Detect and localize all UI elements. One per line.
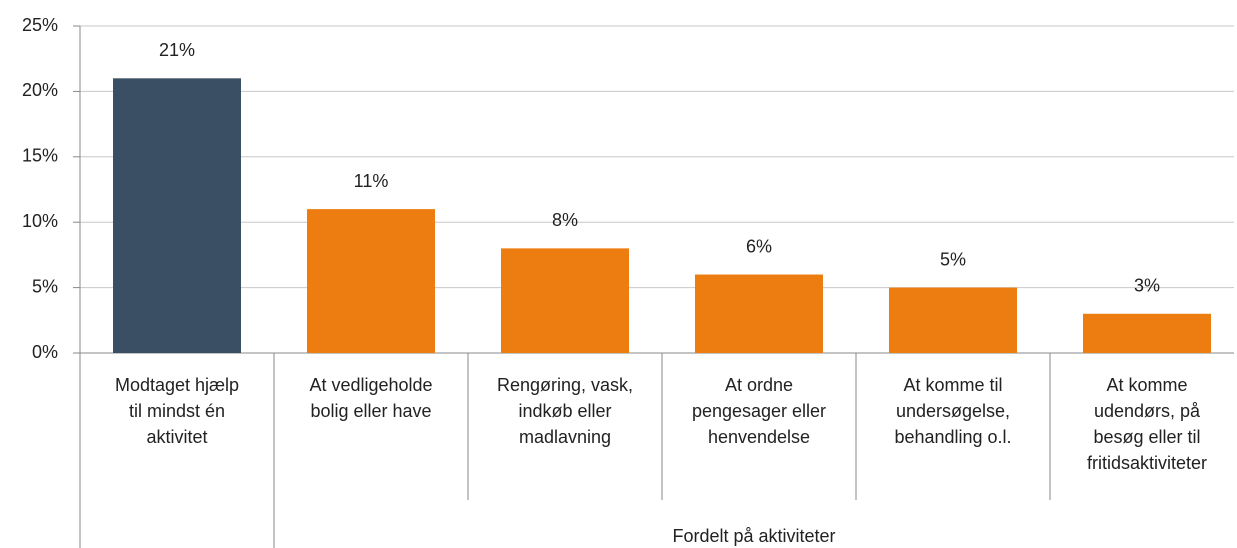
x-tick-label: At vedligeholde — [309, 375, 432, 395]
y-tick-label: 0% — [32, 342, 58, 362]
x-tick-label: Rengøring, vask, — [497, 375, 633, 395]
bar — [889, 287, 1017, 353]
y-tick-label: 20% — [22, 80, 58, 100]
y-tick-label: 25% — [22, 15, 58, 35]
value-label: 8% — [552, 210, 578, 230]
x-tick-label: At ordne — [725, 375, 793, 395]
value-label: 11% — [354, 171, 389, 191]
bar — [1083, 313, 1211, 353]
value-label: 6% — [746, 236, 772, 256]
x-tick-label: behandling o.l. — [894, 427, 1011, 447]
group-label: Fordelt på aktiviteter — [672, 526, 835, 546]
value-label: 21% — [159, 40, 195, 60]
y-tick-label: 10% — [22, 211, 58, 231]
x-tick-label: udendørs, på — [1094, 401, 1201, 421]
x-tick-label: bolig eller have — [310, 401, 431, 421]
bar — [307, 209, 435, 353]
x-tick-label: Modtaget hjælp — [115, 375, 239, 395]
y-tick-label: 15% — [22, 146, 58, 166]
x-tick-label: undersøgelse, — [896, 401, 1010, 421]
bar — [695, 274, 823, 353]
x-tick-label: aktivitet — [146, 427, 207, 447]
x-tick-label: besøg eller til — [1093, 427, 1200, 447]
bar — [501, 248, 629, 353]
x-tick-label: madlavning — [519, 427, 611, 447]
x-tick-label: At komme til — [903, 375, 1002, 395]
x-tick-label: henvendelse — [708, 427, 810, 447]
x-tick-label: til mindst én — [129, 401, 225, 421]
bar — [113, 78, 241, 353]
value-label: 3% — [1134, 276, 1160, 296]
value-label: 5% — [940, 249, 966, 269]
x-tick-label: indkøb eller — [518, 401, 611, 421]
x-tick-label: pengesager eller — [692, 401, 826, 421]
x-tick-label: fritidsaktiviteter — [1087, 453, 1207, 473]
x-tick-label: At komme — [1106, 375, 1187, 395]
y-tick-label: 5% — [32, 276, 58, 296]
